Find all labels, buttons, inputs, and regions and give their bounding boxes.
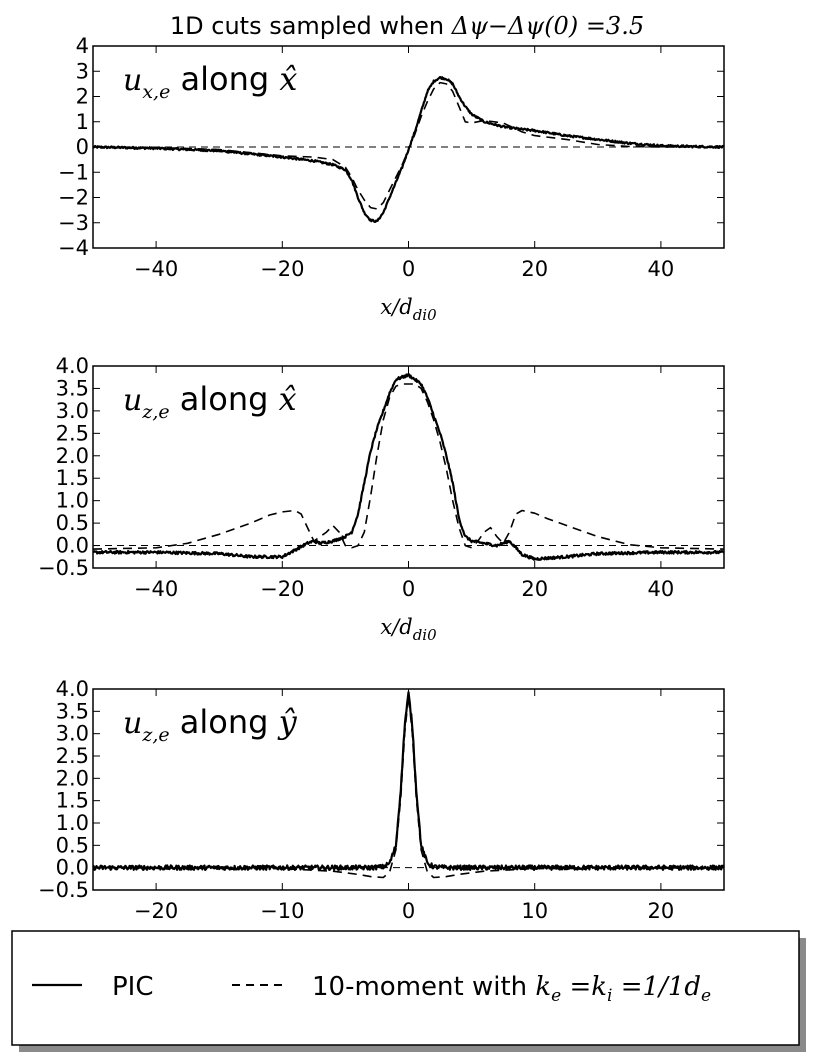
x-tick-label: 0	[402, 577, 415, 601]
y-tick-label: 0.0	[56, 534, 89, 558]
y-tick-label: 0	[76, 135, 89, 159]
y-tick-label: 1.0	[56, 811, 89, 835]
y-tick-label: 1	[76, 110, 89, 134]
x-tick-label: 20	[648, 899, 675, 923]
x-tick-label: −20	[260, 577, 304, 601]
panel-label: uz,e along x̂	[123, 380, 297, 423]
y-tick-label: 0.0	[56, 856, 89, 880]
x-tick-label: −20	[134, 899, 178, 923]
x-tick-label: 20	[521, 257, 548, 281]
x-tick-label: 0	[402, 899, 415, 923]
y-tick-label: 3.5	[56, 376, 89, 400]
legend-pic-label: PIC	[112, 972, 154, 1002]
x-tick-label: −20	[260, 257, 304, 281]
y-tick-label: 4.0	[56, 677, 89, 701]
series-line-pic	[93, 372, 724, 561]
x-axis-label: x/ddi0	[380, 295, 437, 324]
y-tick-label: 3.0	[56, 399, 89, 423]
x-axis-label: x/ddi0	[380, 615, 437, 644]
x-tick-label: 40	[648, 257, 675, 281]
legend: PIC 10-moment with ke =ki =1/1de	[11, 930, 806, 1052]
chart-panel-3: −20 −10 0 10 20 −0.50.00.51.01.52.02.53.03.54…	[38, 677, 725, 966]
y-tick-label: 2.5	[56, 421, 89, 445]
chart-panel-2: −40 −20 0 20 40 −0.50.00.51.01.52.02.53.03.54…	[38, 354, 725, 644]
y-tick-label: 2.5	[56, 744, 89, 768]
x-tick-label: −40	[134, 577, 178, 601]
x-tick-label: −10	[260, 899, 304, 923]
figure-title: 1D cuts sampled when Δψ−Δψ(0) =3.5	[170, 12, 644, 40]
x-tick-label: 10	[521, 899, 548, 923]
y-tick-label: −4	[58, 236, 89, 260]
panel-label: ux,e along x̂	[123, 60, 297, 103]
y-tick-label: 0.5	[56, 511, 89, 535]
y-tick-label: −1	[58, 160, 89, 184]
series-line-10-moment	[93, 81, 724, 210]
x-tick-label: 20	[521, 577, 548, 601]
y-tick-label: −0.5	[38, 878, 89, 902]
y-tick-label: 0.5	[56, 833, 89, 857]
y-tick-label: −2	[58, 186, 89, 210]
y-tick-label: 2.0	[56, 444, 89, 468]
legend-moment-label: 10-moment with ke =ki =1/1de	[312, 972, 711, 1006]
y-tick-label: 2.0	[56, 766, 89, 790]
y-tick-label: −0.5	[38, 556, 89, 580]
series-line-10-moment	[93, 383, 724, 550]
legend-box	[11, 930, 800, 1046]
y-tick-label: 3.5	[56, 699, 89, 723]
y-tick-label: 1.5	[56, 466, 89, 490]
x-tick-label: 40	[648, 577, 675, 601]
x-tick-label: −40	[134, 257, 178, 281]
y-tick-label: 1.0	[56, 489, 89, 513]
y-tick-label: 3.0	[56, 722, 89, 746]
y-tick-label: 2	[76, 85, 89, 109]
y-tick-label: 4	[76, 34, 89, 58]
x-tick-label: 0	[402, 257, 415, 281]
y-tick-label: 4.0	[56, 354, 89, 378]
y-tick-label: −3	[58, 211, 89, 235]
y-tick-label: 1.5	[56, 789, 89, 813]
y-tick-label: 3	[76, 59, 89, 83]
panel-label: uz,e along ŷ	[123, 703, 298, 746]
